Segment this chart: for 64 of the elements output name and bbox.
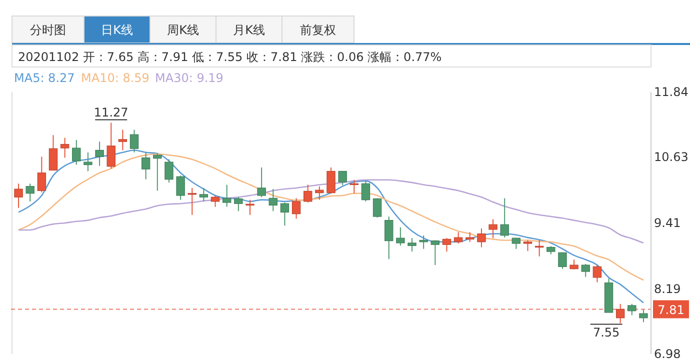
- y-tick-label: 11.84: [654, 85, 688, 99]
- text: MA5: 8.27: [14, 71, 75, 85]
- candlestick: [338, 170, 347, 186]
- candlestick: [268, 188, 278, 212]
- candlestick: [304, 184, 312, 204]
- candlestick: [246, 199, 254, 216]
- candlestick: [14, 183, 23, 208]
- text: MA30: 9.19: [155, 71, 224, 85]
- candlestick: [72, 139, 81, 166]
- candlestick: [454, 232, 463, 244]
- annotation: 7.55: [592, 325, 620, 340]
- tab-strip: 分时图 日K线 周K线 月K线 前复权: [12, 16, 354, 44]
- candlestick: [95, 141, 104, 166]
- candlestick: [419, 234, 428, 250]
- candlestick: [37, 156, 46, 193]
- candlestick: [234, 196, 243, 212]
- candlestick: [570, 259, 578, 270]
- candlestick: [141, 152, 150, 180]
- candlestick: [188, 187, 196, 216]
- y-tick-label: 9.41: [654, 216, 681, 230]
- candlestick: [372, 198, 382, 218]
- candlestick: [512, 238, 521, 250]
- text: MA10: 8.59: [81, 71, 150, 85]
- candlestick: [408, 238, 416, 252]
- candlestick: [153, 152, 162, 192]
- y-tick-label: 8.19: [654, 282, 681, 296]
- candlestick: [292, 198, 301, 220]
- candlestick: [222, 184, 232, 208]
- candlestick: [466, 232, 474, 242]
- candlestick: [581, 263, 590, 278]
- candlestick: [106, 122, 116, 170]
- y-tick-label: 6.98: [654, 347, 681, 361]
- candlestick: [118, 129, 128, 151]
- candlestick: [257, 166, 266, 198]
- candlestick: [639, 309, 648, 323]
- candlestick: [396, 226, 405, 246]
- candlestick: [210, 195, 220, 208]
- candlestick: [558, 252, 567, 270]
- candlestick: [523, 240, 532, 252]
- candlestick: [442, 238, 452, 252]
- candlestick: [315, 186, 324, 200]
- candlestick: [500, 198, 509, 238]
- y-tick-label: 10.63: [654, 150, 688, 164]
- candlestick: [26, 183, 34, 202]
- candlestick: [628, 303, 636, 316]
- line-series: [18, 153, 644, 281]
- candlestick: [361, 180, 370, 202]
- text: 20201102 开：7.65 高：7.91 低：7.55 收：7.81 涨跌：0.06 涨幅：0.77%: [18, 50, 442, 64]
- candlestick: [130, 129, 139, 153]
- candlestick: [430, 240, 440, 266]
- candlestick: [60, 137, 70, 158]
- candlestick: [477, 228, 486, 248]
- candlestick: [280, 202, 290, 226]
- candlestick: [326, 166, 336, 194]
- candlestick: [48, 134, 58, 171]
- candlestick: [384, 216, 394, 260]
- candlestick: [488, 218, 498, 239]
- candlestick: [84, 152, 92, 172]
- annotation: 11.27: [94, 106, 128, 120]
- candlestick: [592, 264, 602, 283]
- candlestick: [164, 158, 174, 184]
- candlestick: [176, 175, 185, 200]
- candlestick: [199, 187, 208, 202]
- ref-line-label: 7.81: [658, 302, 684, 317]
